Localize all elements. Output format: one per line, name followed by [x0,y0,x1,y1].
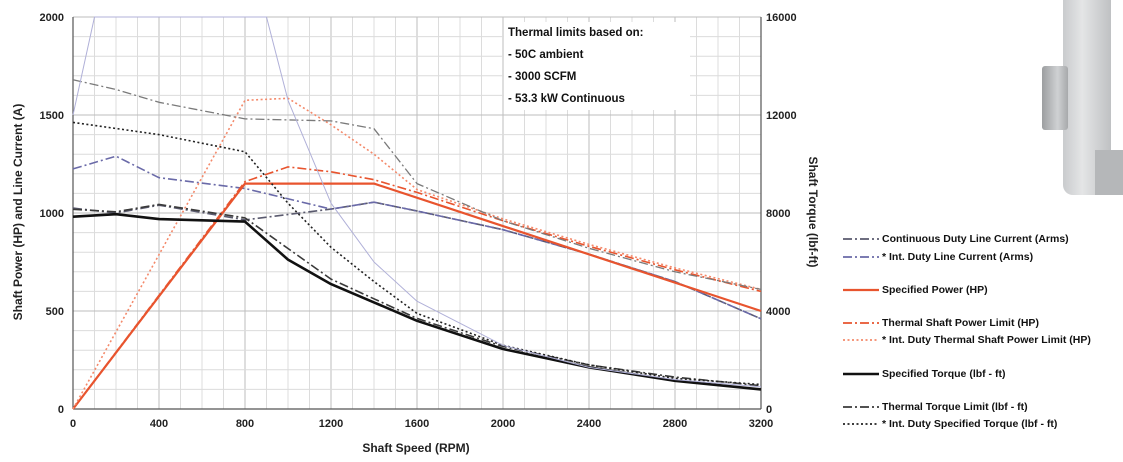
x-tick-label: 2800 [663,418,687,430]
legend-swatch [843,322,879,324]
legend-label: Specified Power (HP) [882,284,988,296]
legend-label: Specified Torque (lbf - ft) [882,368,1006,380]
legend-label: Thermal Shaft Power Limit (HP) [882,317,1039,329]
x-axis-title: Shaft Speed (RPM) [362,441,469,455]
legend-swatch [843,372,879,376]
legend-item: Continuous Duty Line Current (Arms) [841,232,1069,246]
series-line-7 [72,121,762,386]
x-tick-label: 2000 [491,418,515,430]
legend-swatch [843,288,879,292]
y-right-tick-label: 8000 [766,208,790,220]
y-left-axis-title: Shaft Power (HP) and Line Current (A) [11,104,25,321]
x-tick-label: 800 [236,418,254,430]
legend-item: Specified Torque (lbf - ft) [841,367,1005,381]
y-right-tick-label: 4000 [766,306,790,318]
x-tick-label: 400 [150,418,168,430]
note-line: - 50C ambient [508,49,584,61]
series-line-4 [72,97,762,410]
note-line: - 3000 SCFM [508,71,577,83]
legend-label: * Int. Duty Specified Torque (lbf - ft) [882,418,1058,430]
legend-item: * Int. Duty Thermal Shaft Power Limit (H… [841,333,1091,347]
x-tick-label: 0 [70,418,76,430]
motor-base [1095,150,1123,195]
series-lines [72,16,762,410]
legend-swatch [843,423,879,425]
legend-item: Thermal Shaft Power Limit (HP) [841,316,1039,330]
y-right-tick-label: 0 [766,404,772,416]
series-line-3 [72,166,762,410]
legend-item: Thermal Torque Limit (lbf - ft) [841,400,1028,414]
series-line-6 [72,203,762,387]
y-right-tick-label: 12000 [766,110,797,122]
legend-swatch [843,256,879,258]
motor-clamp [1042,66,1068,130]
x-tick-label: 2400 [577,418,601,430]
series-line-0 [72,201,762,320]
y-left-tick-label: 0 [58,404,64,416]
legend-item: Specified Power (HP) [841,283,988,297]
tick-labels: 0 400 800 1200 1600 2000 2400 2800 3200 0 500 1000 1… [40,12,797,430]
y-left-tick-label: 500 [46,306,64,318]
thermal-limits-note: Thermal limits based on: - 50C ambient -… [504,22,690,110]
legend-swatch [843,339,879,341]
y-right-tick-label: 16000 [766,12,797,24]
x-tick-label: 3200 [749,418,773,430]
note-title: Thermal limits based on: [508,27,644,39]
y-left-tick-label: 1000 [40,208,64,220]
legend-label: * Int. Duty Line Current (Arms) [882,251,1034,263]
y-right-axis-title: Shaft Torque (lbf-ft) [806,156,820,267]
legend-label: Continuous Duty Line Current (Arms) [882,233,1069,245]
legend-item: * Int. Duty Specified Torque (lbf - ft) [841,417,1057,431]
series-line-8 [72,79,762,291]
note-line: - 53.3 kW Continuous [508,93,625,105]
legend-swatch [843,238,879,240]
legend-swatch [843,406,879,408]
x-tick-label: 1600 [405,418,429,430]
x-tick-label: 1200 [319,418,343,430]
legend-item: * Int. Duty Line Current (Arms) [841,250,1033,264]
legend-label: Thermal Torque Limit (lbf - ft) [882,401,1028,413]
y-left-tick-label: 1500 [40,110,64,122]
legend-label: * Int. Duty Thermal Shaft Power Limit (H… [882,334,1091,346]
series-line-9 [72,16,762,388]
y-left-tick-label: 2000 [40,12,64,24]
